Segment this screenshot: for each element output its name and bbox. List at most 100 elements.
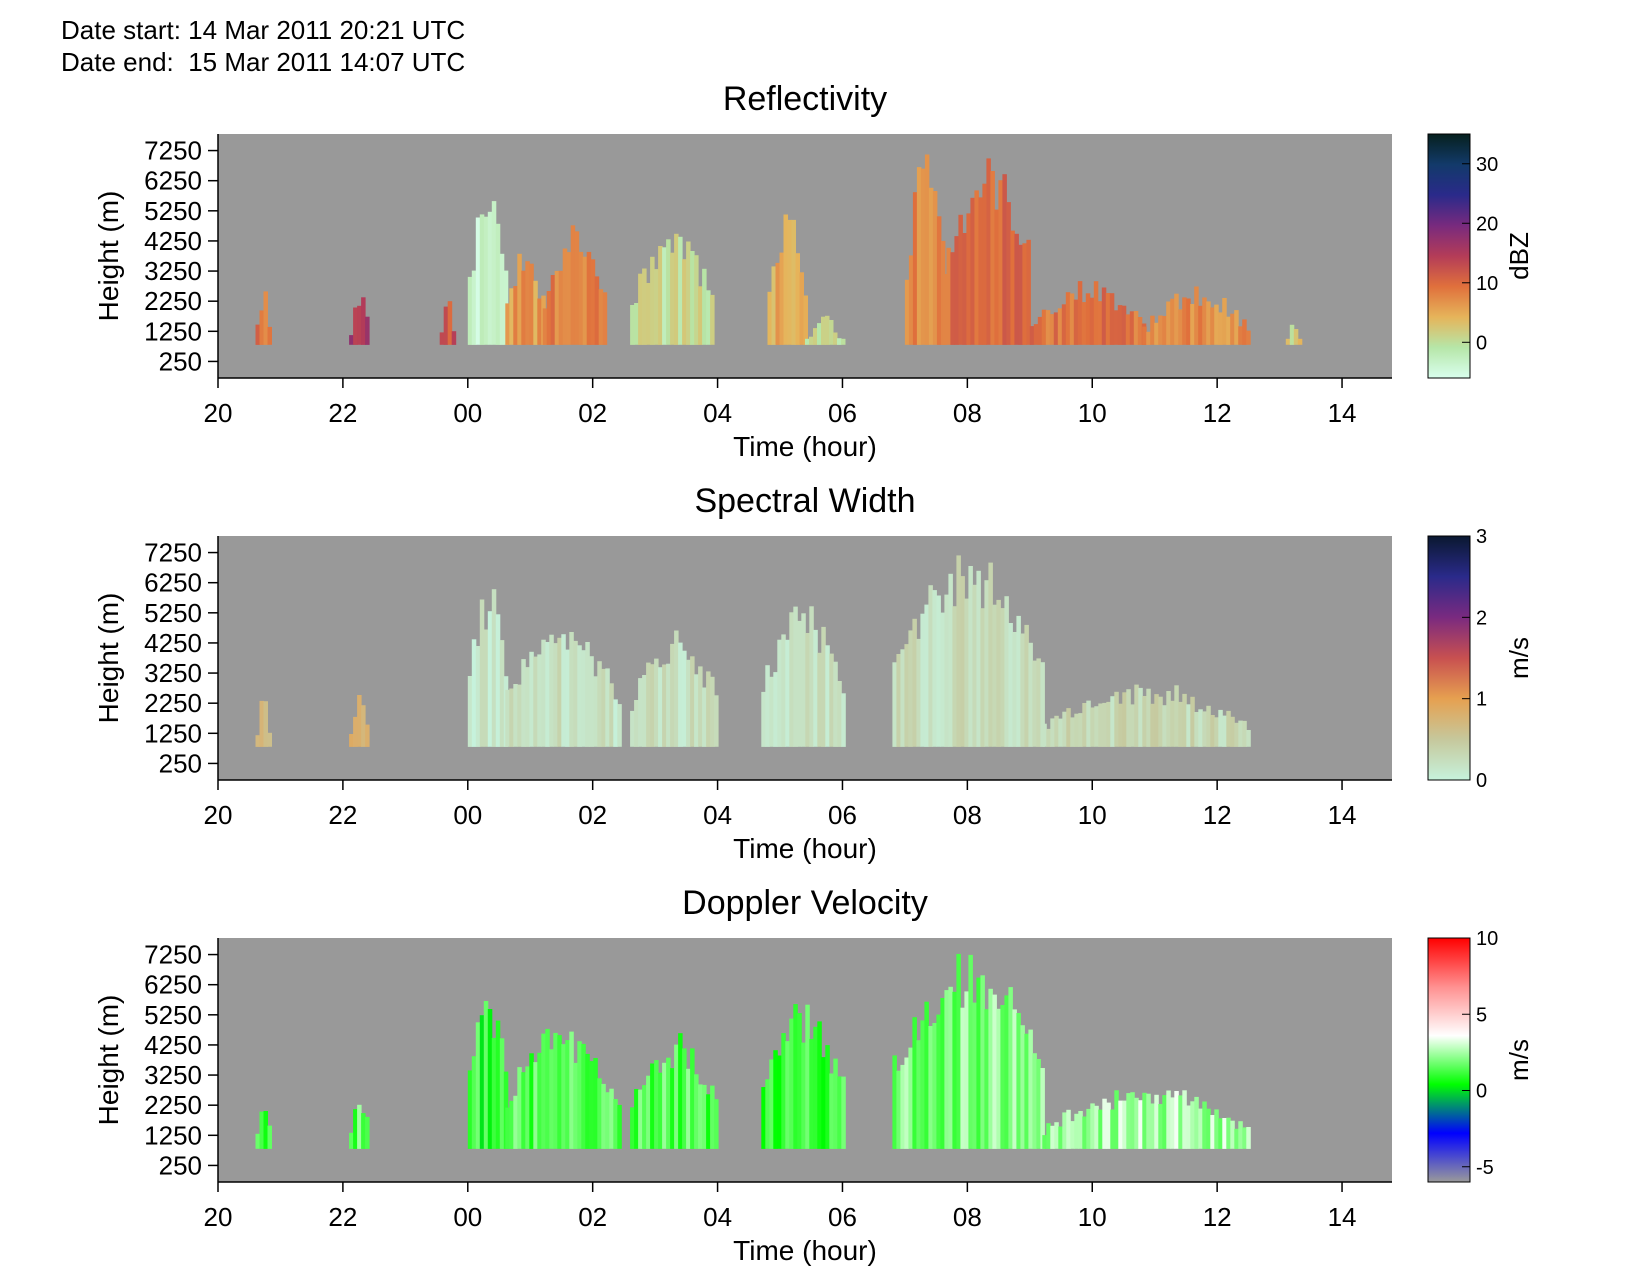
echo-cell [936, 1014, 941, 1149]
x-tick-label: 22 [328, 398, 357, 428]
echo-cell [821, 316, 826, 345]
echo-cell [1242, 720, 1247, 747]
echo-cell [1022, 243, 1027, 345]
echo-cell [1042, 1135, 1047, 1149]
echo-cell [1114, 691, 1119, 747]
echo-cell [1002, 174, 1007, 345]
echo-cell [1238, 720, 1243, 747]
echo-cell [670, 1068, 675, 1149]
echo-cell [791, 219, 796, 345]
echo-cell [1020, 633, 1025, 747]
echo-cell [1069, 293, 1075, 345]
echo-cell [1102, 1098, 1107, 1149]
echo-cell [952, 991, 957, 1149]
echo-cell [471, 270, 477, 345]
echo-cell [491, 1037, 497, 1149]
echo-cell [577, 1041, 582, 1149]
echo-cell [1054, 715, 1059, 747]
echo-cell [771, 266, 776, 345]
echo-cell [988, 988, 993, 1149]
echo-cell [1105, 293, 1111, 345]
echo-cell [948, 573, 953, 747]
echo-cell [789, 612, 794, 747]
echo-cell [1130, 1092, 1135, 1149]
echo-cell [513, 684, 518, 747]
echo-cell [1020, 1025, 1025, 1149]
echo-cell [1058, 1126, 1063, 1149]
y-tick-label: 1250 [144, 1120, 202, 1150]
echo-cell [1089, 297, 1095, 345]
colorbar-label: m/s [1504, 637, 1534, 679]
echo-cell [940, 612, 945, 747]
echo-cell [562, 248, 568, 345]
x-tick-label: 02 [578, 1202, 607, 1232]
echo-cell [605, 668, 610, 747]
echo-cell [650, 256, 655, 345]
echo-cell [956, 953, 961, 1149]
echo-cell [986, 158, 991, 345]
x-tick-label: 14 [1328, 398, 1357, 428]
echo-cell [525, 667, 530, 747]
echo-cell [833, 661, 838, 747]
echo-cell [517, 684, 522, 747]
echo-cell [813, 1026, 818, 1149]
echo-cell [781, 1033, 786, 1149]
echo-cell [1210, 715, 1215, 747]
echo-cell [1106, 701, 1111, 747]
echo-cell [924, 1001, 929, 1149]
echo-cell [597, 661, 602, 747]
echo-cell [662, 664, 667, 747]
echo-cell [670, 252, 675, 345]
echo-cell [479, 599, 485, 747]
echo-cell [505, 689, 510, 747]
echo-cell [678, 236, 683, 345]
echo-cell [1182, 1090, 1187, 1149]
echo-cell [954, 236, 959, 345]
echo-cell [566, 252, 572, 345]
echo-cell [349, 734, 354, 747]
y-tick-label: 3250 [144, 1060, 202, 1090]
echo-cell [1028, 642, 1033, 747]
echo-cell [1202, 1101, 1207, 1149]
echo-cell [797, 620, 802, 747]
echo-cell [1218, 312, 1223, 345]
colorbar-label: m/s [1504, 1039, 1534, 1081]
echo-cell [642, 268, 647, 345]
colorbar-tick-label: -5 [1476, 1157, 1494, 1179]
echo-cell [542, 308, 548, 345]
echo-cell [617, 1104, 622, 1149]
echo-cell [1033, 324, 1039, 345]
echo-cell [706, 290, 711, 345]
echo-cell [809, 336, 814, 345]
echo-cell [710, 676, 715, 747]
colorbar-tick-label: 20 [1476, 213, 1498, 235]
echo-cell [1086, 1108, 1091, 1149]
echo-cell [912, 618, 917, 747]
echo-cell [908, 630, 913, 747]
echo-cell [578, 251, 584, 345]
echo-cell [908, 1047, 913, 1149]
panel-title: Reflectivity [723, 80, 887, 118]
echo-cell [609, 1088, 614, 1149]
echo-cell [577, 645, 582, 747]
colorbar-tick-label: 5 [1476, 1004, 1487, 1026]
echo-cell [928, 187, 934, 345]
echo-cell [517, 253, 522, 345]
echo-cell [920, 613, 925, 747]
x-tick-label: 10 [1078, 800, 1107, 830]
echo-cell [541, 639, 546, 747]
echo-cell [896, 654, 901, 747]
echo-cell [1170, 700, 1175, 747]
echo-cell [495, 614, 501, 747]
echo-cell [642, 675, 647, 747]
echo-cell [1133, 311, 1139, 345]
y-tick-label: 3250 [144, 256, 202, 286]
echo-cell [638, 273, 643, 345]
echo-cell [267, 1125, 272, 1149]
echo-cell [1028, 1029, 1033, 1149]
echo-cell [841, 338, 846, 345]
echo-cell [702, 687, 707, 747]
y-tick-label: 4250 [144, 226, 202, 256]
echo-cell [589, 1061, 594, 1149]
echo-cell [570, 225, 576, 345]
